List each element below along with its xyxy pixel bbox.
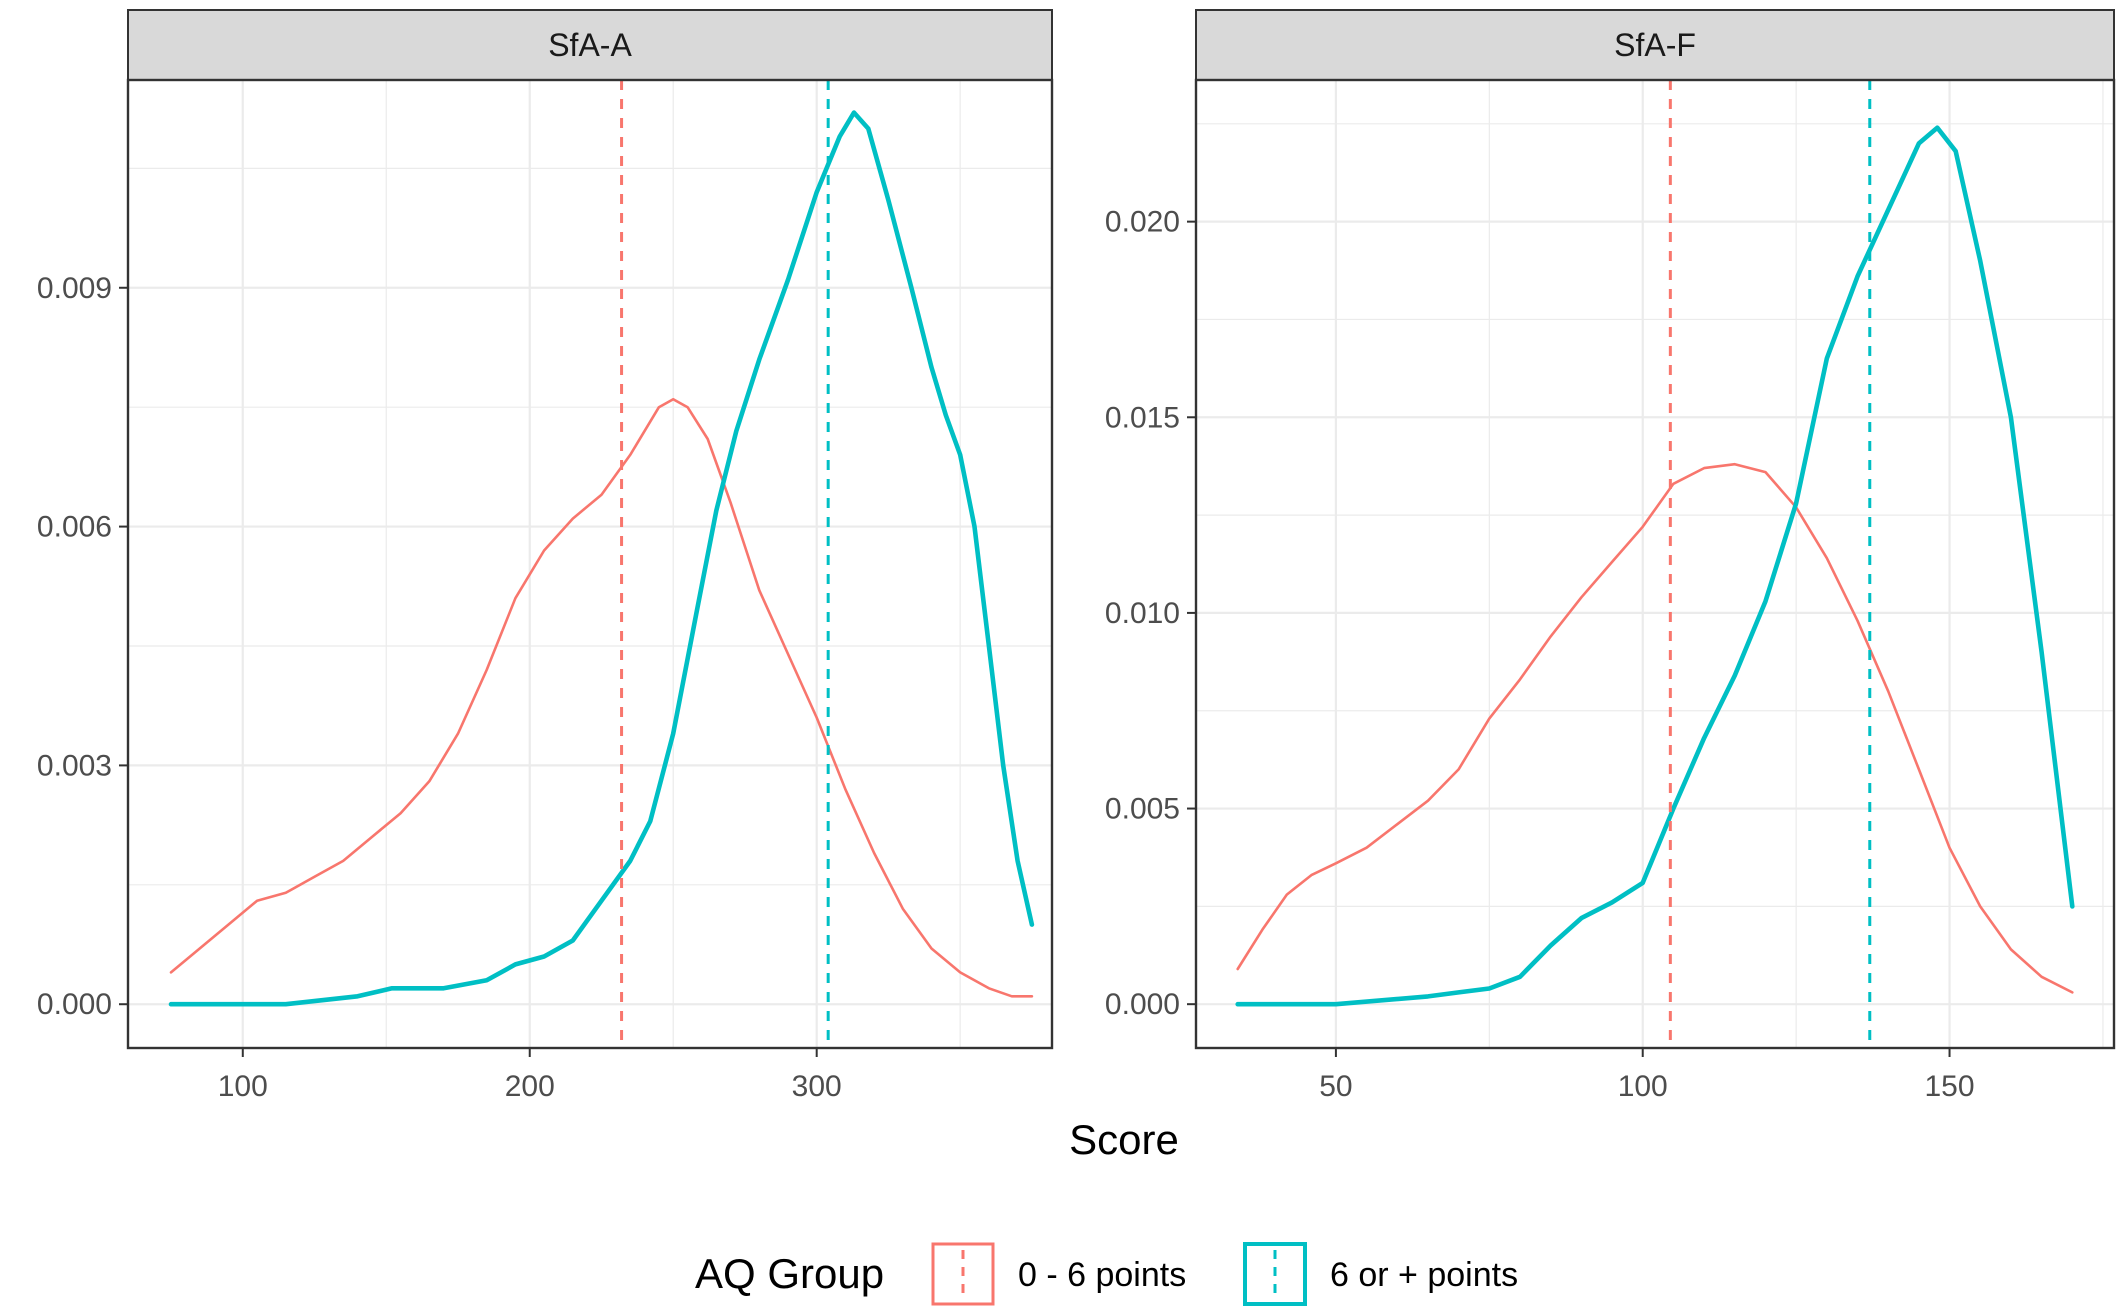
- density-line-high-group: [168, 110, 1035, 1007]
- x-tick-label: 100: [218, 1070, 268, 1103]
- y-tick-label: 0.005: [1105, 793, 1180, 826]
- y-tick-label: 0.000: [1105, 988, 1180, 1021]
- legend-label-0-6-points: 0 - 6 points: [1018, 1256, 1186, 1294]
- y-tick-label: 0.009: [37, 272, 112, 305]
- panels-layer: SfA-A 100 200 300 0.000 0.003 0.006 0.009 SfA-F 5…: [37, 9, 2116, 1103]
- x-tick-label: 200: [505, 1070, 555, 1103]
- x-tick-label: 50: [1319, 1070, 1352, 1103]
- density-line-low-group: [169, 397, 1034, 998]
- y-tick-label: 0.003: [37, 749, 112, 782]
- facet-strip-title: SfA-F: [1614, 27, 1696, 63]
- density-line-high-group: [1235, 125, 2075, 1007]
- density-line-low-group: [1236, 462, 2074, 994]
- panel-border: [1194, 78, 2116, 1050]
- facet-strip-title: SfA-A: [548, 27, 632, 63]
- x-axis-title: Score: [1069, 1116, 1179, 1163]
- legend-title: AQ Group: [695, 1250, 884, 1297]
- panel-border: [126, 78, 1054, 1050]
- legend: AQ Group 0 - 6 points 6 or + points: [695, 1242, 1518, 1306]
- x-tick-label: 300: [792, 1070, 842, 1103]
- facet-strip: [127, 9, 1053, 81]
- y-tick-label: 0.000: [37, 988, 112, 1021]
- x-tick-label: 100: [1618, 1070, 1668, 1103]
- legend-label-6-or-more-points: 6 or + points: [1330, 1256, 1518, 1294]
- y-tick-label: 0.006: [37, 511, 112, 544]
- panel-sfa-f: SfA-F 50 100 150 0.000 0.005 0.010 0.015 0.020: [1105, 9, 2116, 1103]
- y-tick-label: 0.020: [1105, 206, 1180, 239]
- y-tick-label: 0.010: [1105, 597, 1180, 630]
- y-tick-label: 0.015: [1105, 401, 1180, 434]
- plot-area: [1196, 80, 2114, 1048]
- facet-strip: [1195, 9, 2115, 81]
- panel-sfa-a: SfA-A 100 200 300 0.000 0.003 0.006 0.009: [37, 9, 1054, 1103]
- plot-area: [128, 80, 1052, 1048]
- x-tick-label: 150: [1925, 1070, 1975, 1103]
